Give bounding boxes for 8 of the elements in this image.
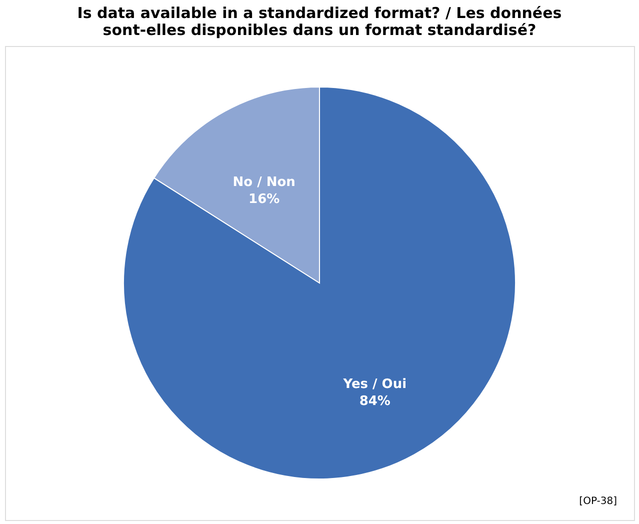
- slice-label: No / Non: [232, 175, 296, 190]
- slice-label: Yes / Oui: [342, 376, 407, 392]
- pie-slice: [123, 86, 516, 480]
- data-label: 84%: [359, 394, 390, 409]
- text: Is data available in a standardized format? / Les données: [77, 4, 562, 22]
- text: [OP-38]: [579, 496, 618, 507]
- data-label: 16%: [248, 192, 280, 208]
- text: sont-elles disponibles dans un format standardisé?: [102, 21, 536, 39]
